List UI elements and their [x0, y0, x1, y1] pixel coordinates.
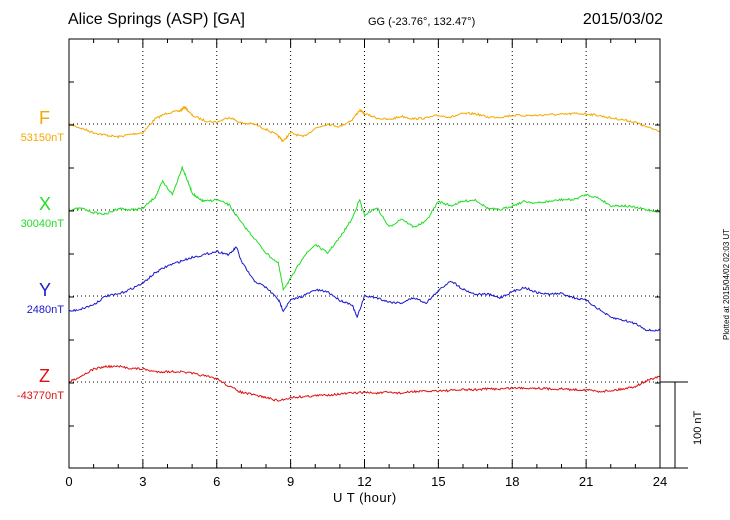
- grid-layer: [69, 39, 660, 468]
- component-label-f: F: [39, 108, 50, 128]
- x-tick-label: 6: [213, 474, 220, 489]
- x-axis-title: U T (hour): [333, 490, 397, 505]
- baseline-label-z: -43770nT: [16, 390, 64, 402]
- x-tick-label: 12: [357, 474, 371, 489]
- baseline-label-x: 30040nT: [20, 218, 64, 230]
- x-tick-label: 18: [505, 474, 519, 489]
- series-line-f: [68, 105, 661, 143]
- x-tick-label: 24: [653, 474, 667, 489]
- station-coordinates: GG (-23.76°, 132.47°): [368, 16, 476, 28]
- x-tick-label: 21: [579, 474, 593, 489]
- x-tick-label: 15: [431, 474, 445, 489]
- baseline-label-f: 53150nT: [20, 132, 64, 144]
- scale-bar-label: 100 nT: [692, 410, 704, 445]
- component-label-x: X: [39, 194, 52, 214]
- station-title: Alice Springs (ASP) [GA]: [68, 11, 245, 28]
- x-tick-label: 3: [139, 474, 146, 489]
- series-layer: [68, 105, 661, 402]
- x-tick-label: 9: [287, 474, 294, 489]
- plot-date: 2015/03/02: [582, 11, 663, 28]
- baseline-label-y: 2480nT: [26, 304, 64, 316]
- series-line-z: [68, 364, 661, 402]
- axis-layer: 0 3 6 9 12 15 18 21 24: [65, 38, 688, 489]
- series-line-x: [68, 166, 661, 292]
- plotted-timestamp: Plotted at 2015/04/02 02:03 UT: [722, 228, 730, 340]
- component-label-y: Y: [39, 280, 52, 300]
- component-label-z: Z: [39, 366, 50, 386]
- series-line-y: [68, 246, 661, 332]
- x-tick-label: 0: [65, 474, 72, 489]
